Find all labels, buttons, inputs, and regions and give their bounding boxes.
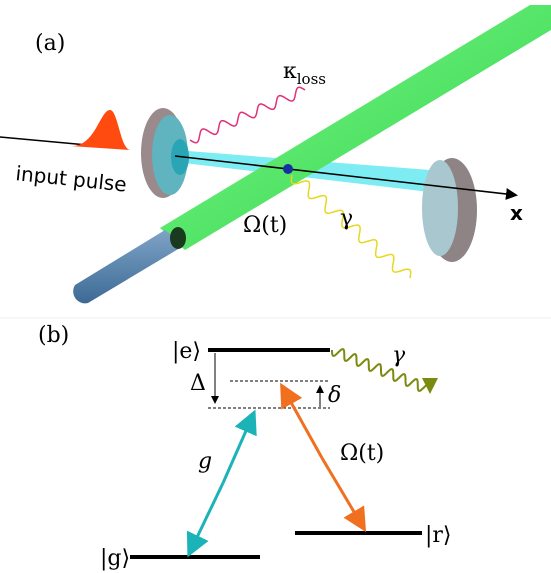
coupling-arrow xyxy=(186,482,225,558)
drive-beam xyxy=(160,5,551,250)
loss-wave xyxy=(189,86,306,144)
drive-arrow xyxy=(280,382,324,459)
panel-label: (b) xyxy=(38,323,69,348)
fiber-tip xyxy=(170,227,186,249)
delta-label: Δ xyxy=(190,371,206,396)
kappa-label: κloss xyxy=(283,59,326,88)
drive-label: Ω(t) xyxy=(243,213,287,238)
kappa-symbol: κ xyxy=(283,59,297,84)
state-r: |r⟩ xyxy=(425,523,452,548)
state-g: |g⟩ xyxy=(100,546,130,571)
state-e: |e⟩ xyxy=(172,339,201,364)
drive-arrow xyxy=(320,457,367,533)
input-label: input pulse xyxy=(14,161,127,197)
drive-label: Ω(t) xyxy=(340,441,384,466)
right-mirror-face xyxy=(422,160,458,256)
atom xyxy=(283,164,293,174)
small-delta-label: δ xyxy=(328,383,341,408)
decay-label: γ xyxy=(340,206,353,231)
decay-wave xyxy=(331,348,438,394)
left-mirror-face xyxy=(152,115,188,195)
panel-b: (b) |e⟩ Δ δ γ g Ω(t) |g⟩ |r⟩ xyxy=(38,323,452,571)
coupling-arrow xyxy=(221,409,257,484)
panel-label: (a) xyxy=(35,31,65,56)
fiber xyxy=(73,230,185,304)
kappa-subscript: loss xyxy=(297,70,326,88)
axis-label: x xyxy=(510,201,523,225)
decay-label: γ xyxy=(392,343,406,368)
cavity-axis xyxy=(174,155,518,200)
input-pulse xyxy=(70,110,130,150)
coupling-label: g xyxy=(198,449,212,474)
decay-wave xyxy=(290,174,412,279)
panel-a: (a) κloss input pulse x Ω(t) γ xyxy=(0,5,551,304)
